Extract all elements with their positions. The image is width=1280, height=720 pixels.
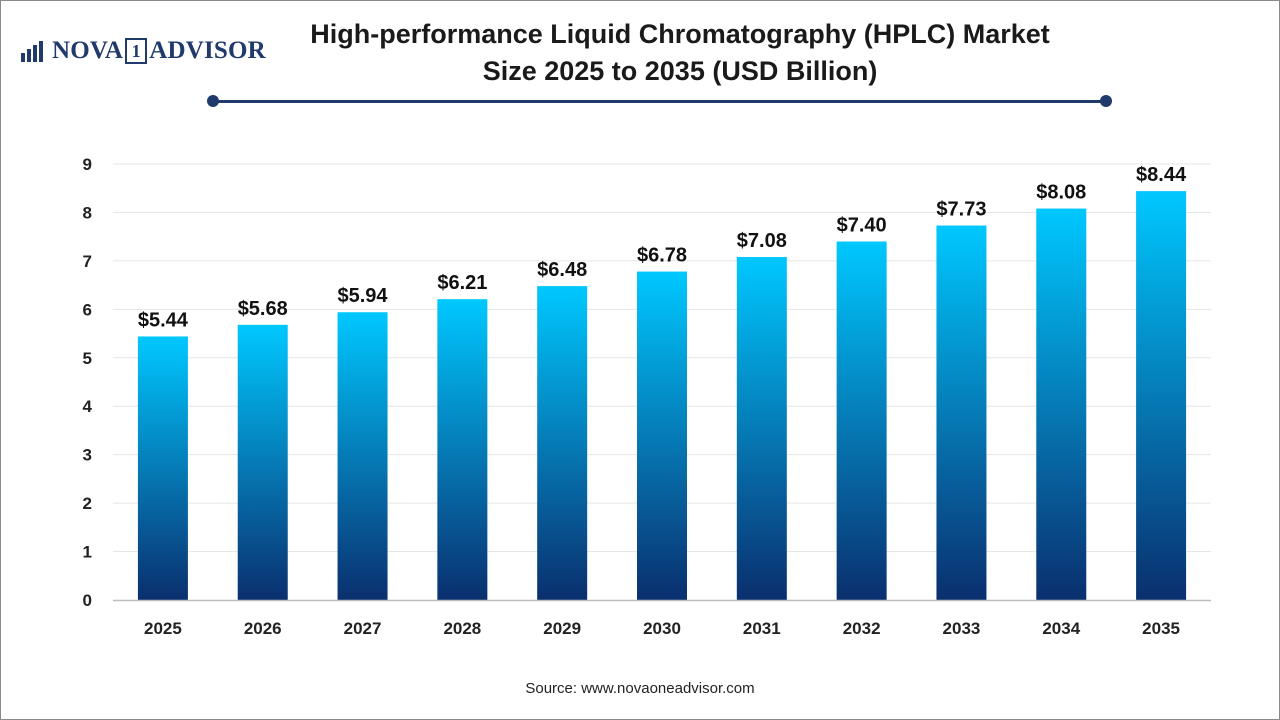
x-tick-label: 2027 (344, 619, 382, 638)
chart-title: High-performance Liquid Chromatography (… (290, 16, 1070, 90)
x-tick-label: 2032 (843, 619, 881, 638)
bar-value-label: $6.21 (437, 272, 487, 294)
brand-name-left: NOVA (52, 37, 124, 64)
title-divider-dot-right (1100, 95, 1112, 107)
x-tick-label: 2028 (443, 619, 481, 638)
data-labels: $5.44 $5.68 $5.94 $6.21 $6.48 $6.78 $7.08 $7.40… (138, 164, 1187, 331)
title-divider-dot-left (207, 95, 219, 107)
x-axis-ticks: 2025 2026 2027 2028 2029 2030 2031 2032 2033 2034… (144, 619, 1180, 638)
bar-value-label: $7.40 (837, 215, 887, 237)
x-tick-label: 2034 (1042, 619, 1080, 638)
bar (337, 312, 388, 600)
bar-chart-icon (21, 41, 43, 62)
bar (1036, 208, 1087, 600)
bar-value-label: $5.68 (238, 298, 288, 320)
bar (1136, 191, 1187, 600)
bars (137, 191, 1187, 600)
x-tick-label: 2031 (743, 619, 781, 638)
y-tick-label: 5 (83, 349, 92, 368)
y-axis-ticks: 0 1 2 3 4 5 6 7 8 9 (83, 155, 93, 610)
x-tick-label: 2029 (543, 619, 581, 638)
x-tick-label: 2033 (943, 619, 981, 638)
bar (936, 225, 987, 600)
brand-name-right: ADVISOR (149, 37, 266, 64)
bar-value-label: $7.08 (737, 230, 787, 252)
bar (237, 324, 288, 600)
bar-value-label: $8.44 (1136, 164, 1187, 186)
bar-value-label: $5.44 (138, 309, 189, 331)
chart-title-line-1: High-performance Liquid Chromatography (… (310, 19, 1050, 49)
bar (736, 257, 787, 600)
bar (437, 299, 488, 600)
x-tick-label: 2025 (144, 619, 182, 638)
x-tick-label: 2035 (1142, 619, 1180, 638)
x-tick-label: 2030 (643, 619, 681, 638)
bar (836, 241, 887, 600)
bar-value-label: $5.94 (338, 285, 389, 307)
brand-name: NOVA 1 ADVISOR (52, 37, 266, 65)
chart-title-line-2: Size 2025 to 2035 (USD Billion) (482, 56, 878, 86)
bar-value-label: $6.48 (537, 259, 587, 281)
source-note: Source: www.novaoneadvisor.com (525, 680, 755, 697)
x-tick-label: 2026 (244, 619, 282, 638)
bar (637, 271, 687, 600)
title-divider (213, 100, 1107, 103)
y-tick-label: 3 (83, 446, 92, 465)
bar (137, 336, 188, 600)
y-tick-label: 7 (83, 252, 92, 271)
bar-value-label: $6.78 (637, 245, 687, 267)
bar-value-label: $8.08 (1036, 182, 1086, 204)
y-tick-label: 2 (83, 494, 92, 513)
bar-value-label: $7.73 (936, 199, 986, 221)
y-tick-label: 6 (83, 300, 92, 319)
y-tick-label: 4 (83, 397, 93, 416)
y-tick-label: 9 (83, 155, 92, 174)
bar (537, 286, 588, 600)
y-tick-label: 0 (83, 591, 92, 610)
y-tick-label: 8 (83, 203, 92, 222)
brand-logo: NOVA 1 ADVISOR (20, 36, 266, 66)
brand-name-box: 1 (125, 38, 148, 64)
y-tick-label: 1 (83, 543, 92, 562)
